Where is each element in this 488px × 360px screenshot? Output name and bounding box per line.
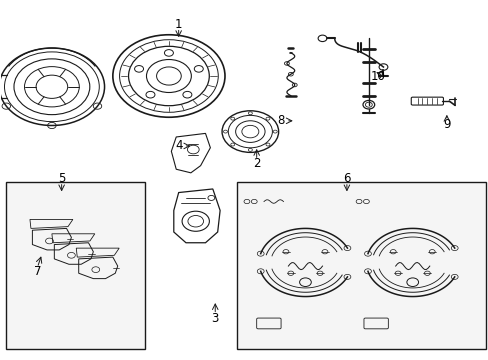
Text: 10: 10	[370, 69, 385, 82]
Text: 7: 7	[34, 265, 41, 278]
Text: 8: 8	[277, 114, 284, 127]
Text: 5: 5	[58, 172, 65, 185]
Text: 3: 3	[211, 311, 219, 325]
Text: 6: 6	[343, 172, 350, 185]
Bar	[5, 182, 144, 348]
Text: 9: 9	[442, 118, 449, 131]
Bar	[237, 182, 485, 348]
Text: 4: 4	[175, 139, 182, 152]
Text: 2: 2	[252, 157, 260, 170]
Text: 1: 1	[175, 18, 182, 31]
